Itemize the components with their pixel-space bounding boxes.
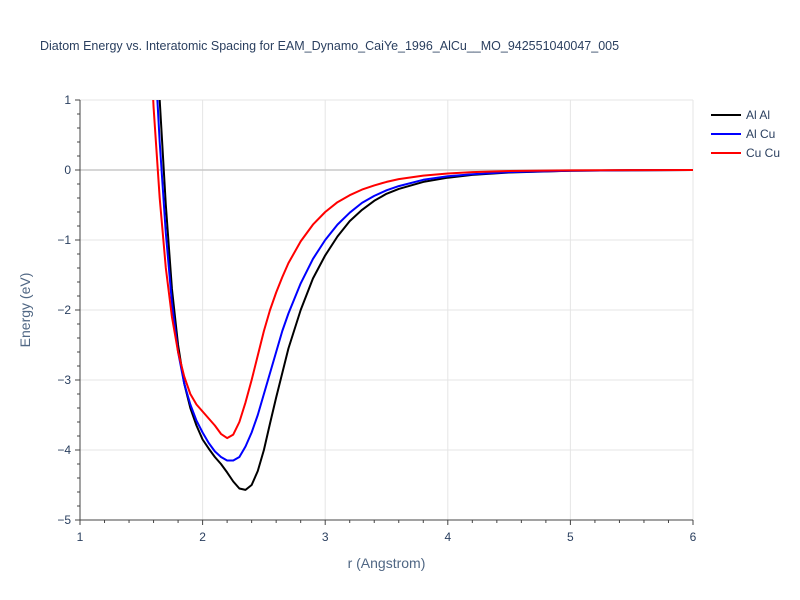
chart-title: Diatom Energy vs. Interatomic Spacing fo…	[40, 39, 619, 53]
x-tick-label: 5	[567, 530, 574, 544]
legend-label: Al Cu	[746, 127, 775, 141]
legend-label: Cu Cu	[746, 146, 780, 160]
y-tick-label: −5	[57, 513, 71, 527]
y-tick-label: −1	[57, 233, 71, 247]
x-tick-label: 4	[444, 530, 451, 544]
series-line-cu-cu[interactable]	[150, 30, 693, 440]
x-tick-label: 6	[690, 530, 697, 544]
y-tick-label: 0	[64, 163, 71, 177]
legend-item-cu-cu[interactable]: Cu Cu	[711, 146, 780, 160]
x-tick-label: 1	[77, 530, 84, 544]
y-axis-title: Energy (eV)	[17, 273, 33, 348]
legend[interactable]: Al Al Al Cu Cu Cu	[711, 108, 780, 160]
y-tick-label: −4	[57, 443, 71, 457]
y-tick-label: −2	[57, 303, 71, 317]
x-tick-label: 3	[322, 530, 329, 544]
series-line-al-cu[interactable]	[154, 30, 693, 462]
series-layer	[150, 0, 693, 491]
legend-item-al-al[interactable]: Al Al	[711, 108, 770, 122]
legend-label: Al Al	[746, 108, 770, 122]
series-line-al-al[interactable]	[154, 0, 693, 491]
axes: 1 2 3 4 5 6 1 0 −1 −2 −3 −4 −5	[57, 93, 696, 544]
x-tick-label: 2	[199, 530, 206, 544]
x-axis-title: r (Angstrom)	[348, 555, 426, 571]
legend-item-al-cu[interactable]: Al Cu	[711, 127, 775, 141]
grid	[80, 99, 694, 520]
y-tick-label: −3	[57, 373, 71, 387]
y-tick-label: 1	[64, 93, 71, 107]
